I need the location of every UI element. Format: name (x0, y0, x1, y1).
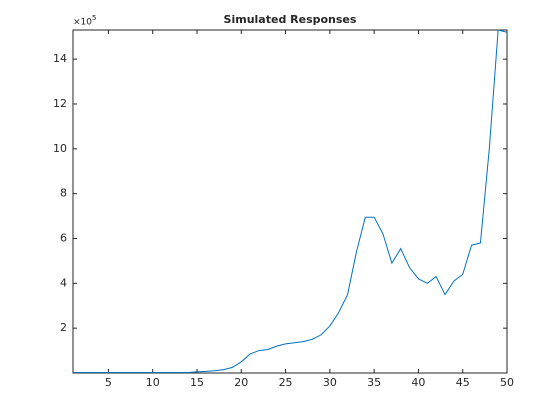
x-tick-label: 20 (234, 376, 248, 389)
y-tick-label: 14 (53, 52, 67, 65)
chart-title: Simulated Responses (224, 13, 357, 26)
x-tick-label: 50 (500, 376, 514, 389)
x-tick-label: 35 (367, 376, 381, 389)
x-tick-label: 5 (105, 376, 112, 389)
y-tick-label: 2 (60, 321, 67, 334)
y-tick-label: 10 (53, 142, 67, 155)
y-tick-label: 4 (60, 276, 67, 289)
x-tick-label: 45 (456, 376, 470, 389)
axes-box (72, 29, 508, 374)
line-series (73, 30, 507, 373)
x-tick-label: 25 (279, 376, 293, 389)
x-tick-label: 40 (411, 376, 425, 389)
exponent-base: ×10 (73, 18, 92, 28)
y-tick-label: 6 (60, 231, 67, 244)
x-tick-label: 15 (190, 376, 204, 389)
y-tick-label: 8 (60, 187, 67, 200)
x-tick-label: 30 (323, 376, 337, 389)
exponent: 5 (92, 14, 96, 22)
x-tick-label: 10 (146, 376, 160, 389)
y-tick-label: 12 (53, 97, 67, 110)
